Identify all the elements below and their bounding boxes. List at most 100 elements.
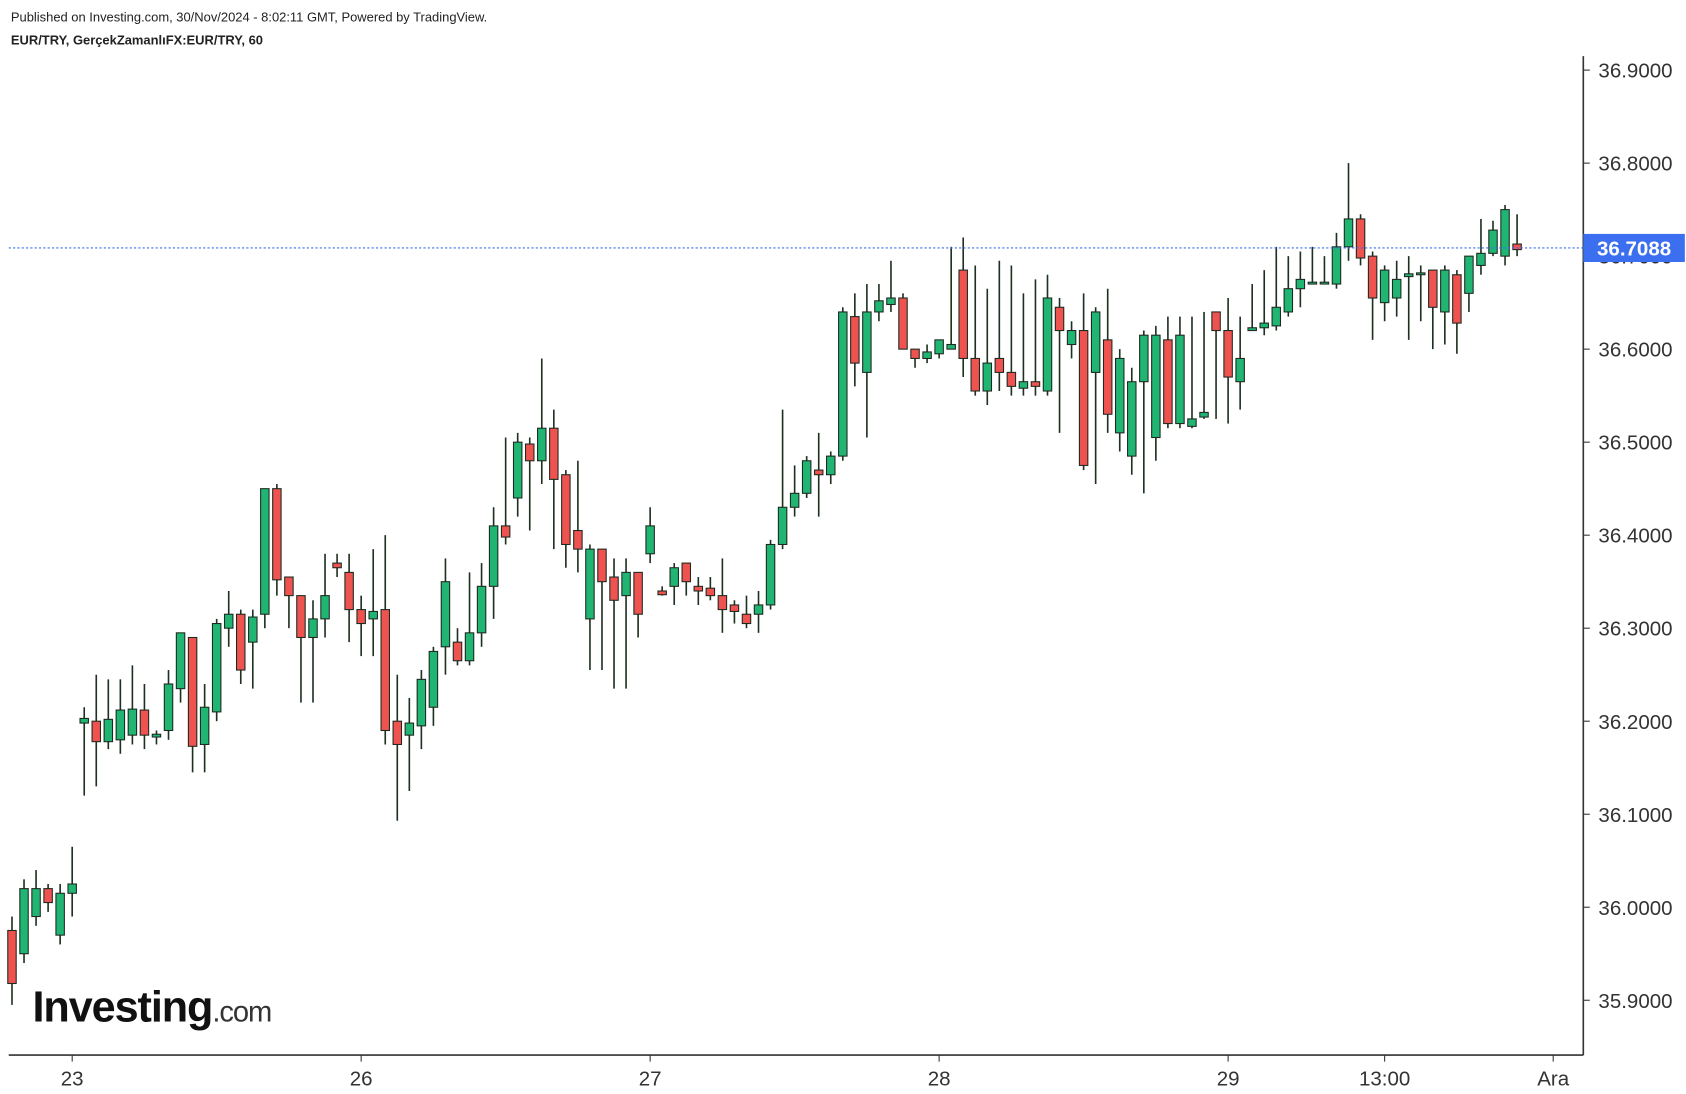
- candle-body: [272, 488, 282, 581]
- candle-body: [1283, 288, 1294, 313]
- candle-body: [645, 525, 655, 555]
- candle-body: [1295, 278, 1306, 290]
- y-tick-label: 36.0000: [1598, 897, 1672, 920]
- candle-body: [151, 733, 162, 738]
- candle-body: [199, 706, 210, 745]
- candle-body: [994, 357, 1005, 373]
- candle-body: [1355, 218, 1366, 259]
- candle-body: [91, 720, 102, 743]
- candle-body: [874, 300, 884, 313]
- candle-body: [1247, 327, 1257, 332]
- candle-body: [500, 525, 511, 538]
- published-note: Published on Investing.com, 30/Nov/2024 …: [11, 10, 487, 25]
- candle-body: [1175, 334, 1185, 425]
- candle-body: [1403, 273, 1414, 278]
- candle-body: [296, 595, 306, 639]
- candle-body: [416, 678, 427, 727]
- candle-body: [922, 351, 932, 359]
- logo: Investing.com: [32, 984, 271, 1032]
- candle-body: [862, 311, 872, 373]
- candle-body: [1042, 297, 1053, 392]
- candle-body: [886, 297, 896, 306]
- candle-body: [1163, 339, 1173, 425]
- candle-body: [31, 888, 41, 918]
- candle-body: [187, 636, 198, 747]
- candle-body: [1476, 252, 1486, 266]
- last-price-tag: [1583, 233, 1685, 262]
- candle-body: [320, 595, 330, 620]
- candle-body: [7, 929, 17, 985]
- candle-body: [452, 641, 463, 662]
- candle-body: [163, 683, 174, 732]
- candle-body: [1235, 357, 1245, 383]
- candle-body: [549, 427, 559, 480]
- candle-body: [103, 718, 114, 743]
- candle-body: [1367, 255, 1378, 299]
- candle-body: [1078, 330, 1089, 466]
- candle-body: [946, 343, 956, 350]
- y-tick-label: 36.4000: [1598, 525, 1672, 548]
- candle-body: [1199, 411, 1209, 418]
- candle-body: [777, 506, 788, 546]
- candle-body: [260, 488, 270, 615]
- candle-body: [789, 492, 800, 508]
- candle-body: [850, 316, 860, 364]
- candle-body: [380, 609, 391, 732]
- candle-body: [970, 357, 981, 392]
- candle-body: [1379, 269, 1390, 304]
- x-tick-label: 28: [928, 1067, 951, 1090]
- candle-body: [175, 632, 186, 690]
- candle-body: [1416, 272, 1426, 276]
- x-tick-label: 23: [61, 1067, 84, 1090]
- candle-body: [1259, 322, 1269, 329]
- candle-body: [1331, 246, 1342, 285]
- candle-body: [813, 469, 824, 476]
- x-tick-label: 29: [1217, 1067, 1240, 1090]
- y-tick-label: 36.3000: [1598, 618, 1672, 641]
- candle-body: [1139, 334, 1149, 383]
- candle-body: [368, 610, 378, 620]
- candle-body: [43, 888, 53, 904]
- candle-body: [344, 571, 354, 611]
- candle-body: [512, 441, 523, 499]
- candle-body: [236, 613, 246, 671]
- candle-body: [55, 892, 65, 936]
- candle-body: [826, 455, 836, 476]
- candle-body: [1428, 269, 1438, 308]
- candle-body: [609, 576, 619, 601]
- candle-body: [1127, 381, 1137, 457]
- candle-body: [1066, 330, 1077, 346]
- candle-body: [1030, 381, 1041, 387]
- candle-body: [1114, 357, 1125, 434]
- candle-body: [585, 548, 595, 620]
- candle-body: [79, 717, 89, 724]
- candle-body: [982, 362, 993, 392]
- candle-body: [488, 525, 499, 587]
- candle-body: [308, 618, 318, 639]
- y-tick-label: 36.5000: [1598, 432, 1672, 455]
- candle-body: [1440, 269, 1450, 313]
- x-tick-label: 13:00: [1359, 1067, 1410, 1090]
- candle-body: [705, 587, 716, 597]
- candle-body: [476, 585, 487, 634]
- candle-body: [1464, 255, 1474, 294]
- candle-body: [392, 720, 403, 745]
- candle-body: [1452, 274, 1462, 324]
- candle-body: [1102, 339, 1113, 415]
- candle-body: [1271, 306, 1282, 327]
- plot: 35.9000 36.0000 36.1000 36.2000 36.3000 36.40…: [7, 56, 1685, 1090]
- candle-body: [537, 427, 547, 462]
- x-tick-label: 26: [350, 1067, 373, 1090]
- candle-body: [621, 571, 631, 597]
- candle-body: [934, 339, 944, 355]
- candle-body: [440, 581, 451, 648]
- candle-body: [1500, 209, 1510, 257]
- candle-body: [1391, 278, 1402, 299]
- y-tick-label: 36.6000: [1598, 339, 1672, 362]
- candle-body: [765, 543, 776, 606]
- candle-body: [741, 613, 752, 625]
- candle-body: [211, 622, 222, 713]
- candle-body: [248, 616, 258, 643]
- candle-body: [1223, 330, 1233, 378]
